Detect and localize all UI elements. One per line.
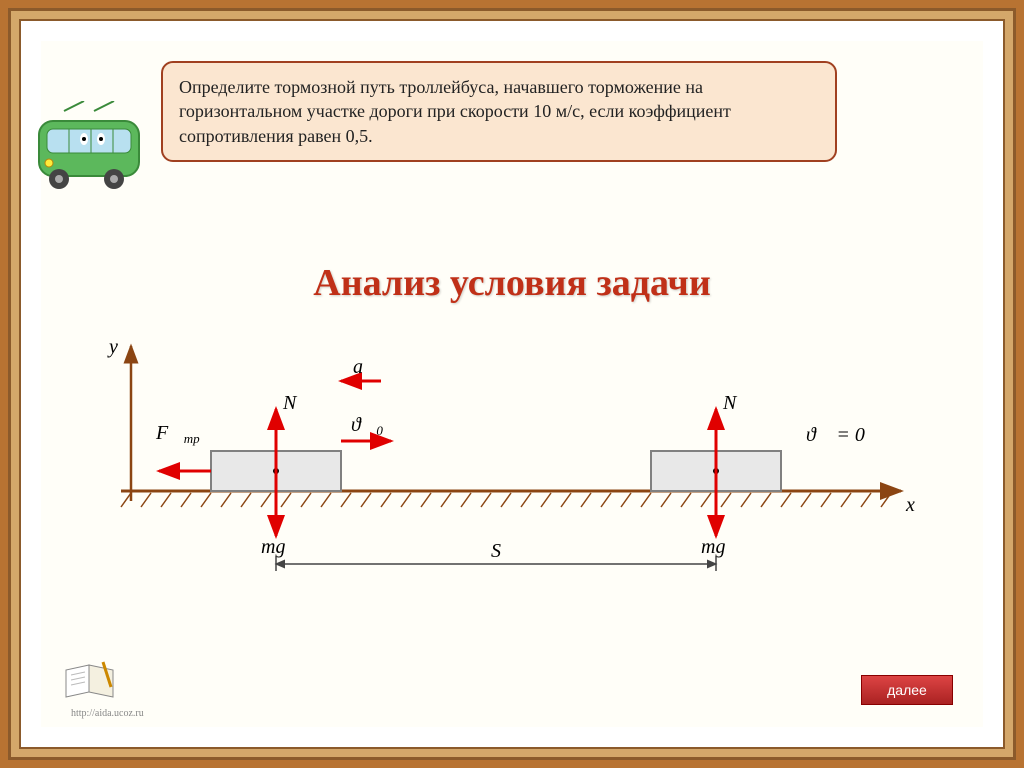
slide-content: Определите тормозной путь троллейбуса, н…: [41, 41, 983, 727]
vector-mg2: mg⃗: [701, 536, 741, 558]
trolleybus-icon: [29, 101, 159, 201]
vector-N2: N⃗: [722, 392, 752, 414]
footer-link: http://aida.ucoz.ru: [71, 708, 144, 719]
axis-y-label: y: [107, 336, 118, 358]
ground-hatching: [121, 493, 891, 507]
vector-Ftr: F⃗тр: [155, 422, 200, 446]
vector-v0: ϑ⃗0: [351, 414, 383, 438]
problem-text: Определите тормозной путь троллейбуса, н…: [179, 77, 731, 146]
distance-label: S: [491, 540, 501, 562]
next-button[interactable]: далее: [861, 675, 953, 705]
slide-frame: Определите тормозной путь троллейбуса, н…: [8, 8, 1016, 760]
vector-v-final: ϑ⃗ = 0: [806, 424, 865, 446]
axis-x-label: x: [905, 494, 915, 516]
section-title: Анализ условия задачи: [41, 261, 983, 305]
vector-a: a⃗: [353, 356, 379, 378]
book-icon: [61, 657, 121, 707]
vector-mg1: mg⃗: [261, 536, 301, 558]
physics-diagram: y x: [101, 331, 921, 591]
problem-statement: Определите тормозной путь троллейбуса, н…: [161, 61, 837, 162]
vector-N1: N⃗: [282, 392, 312, 414]
